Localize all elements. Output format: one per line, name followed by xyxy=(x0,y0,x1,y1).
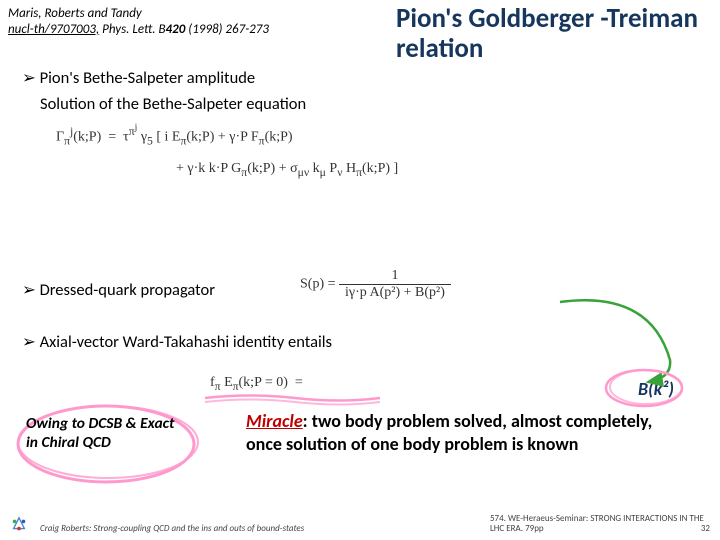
eq1-line1: Γπj(k;P) = τπj γ5 [ i Eπ(k;P) + γ·P Fπ(k… xyxy=(56,122,398,147)
bullet3-text: Axial-vector Ward-Takahashi identity ent… xyxy=(40,332,332,352)
bullet2-text: Dressed-quark propagator xyxy=(40,280,215,300)
owing-callout: Owing to DCSB & Exact in Chiral QCD xyxy=(26,414,178,453)
equation-propagator: S(p) = 1iγ·p A(p²) + B(p²) xyxy=(300,268,451,301)
bullet-bethe-salpeter: ➢ Pion's Bethe-Salpeter amplitude xyxy=(22,68,255,88)
bullet-arrow-icon: ➢ xyxy=(22,333,36,351)
equation-fpi: fπ Eπ(k;P = 0) = xyxy=(210,375,310,393)
green-arrow-icon xyxy=(530,270,710,400)
page-title: Pion's Goldberger -Treiman relation xyxy=(396,4,706,63)
bk2-label: B(k²) xyxy=(638,378,674,400)
equation-gamma-pi: Γπj(k;P) = τπj γ5 [ i Eπ(k;P) + γ·P Fπ(k… xyxy=(56,122,398,179)
miracle-word: Miracle xyxy=(246,410,303,432)
citation-vol: 420 xyxy=(166,22,186,37)
bullet1-text: Pion's Bethe-Salpeter amplitude xyxy=(40,68,256,88)
citation-pages: (1998) 267-273 xyxy=(185,22,269,37)
footer-right: 574. WE-Heraeus-Seminar: STRONG INTERACT… xyxy=(490,514,710,534)
eq1-line2: + γ·k k·P Gπ(k;P) + σμν kμ Pν Hπ(k;P) ] xyxy=(56,161,398,179)
bullet-dressed-quark: ➢ Dressed-quark propagator xyxy=(22,280,215,300)
citation-ref: nucl-th/9707003, Phys. Lett. B420 (1998)… xyxy=(8,22,269,38)
footer-left: Craig Roberts: Strong-coupling QCD and t… xyxy=(40,523,304,534)
citation-authors: Maris, Roberts and Tandy xyxy=(8,6,269,22)
citation-ref-underline: nucl-th/9707003, xyxy=(8,22,99,37)
footer-right-l2: LHC ERA. 79pp xyxy=(490,523,544,534)
bullet-arrow-icon: ➢ xyxy=(22,281,36,299)
bullet-arrow-icon: ➢ xyxy=(22,69,36,87)
miracle-rest: : two body problem solved, almost comple… xyxy=(246,410,652,455)
eq3-underline-scribble-icon xyxy=(200,390,390,410)
page-number: 32 xyxy=(701,524,710,534)
bullet-axial-vector: ➢ Axial-vector Ward-Takahashi identity e… xyxy=(22,332,332,352)
argonne-logo-icon xyxy=(10,516,28,534)
subline-solution: Solution of the Bethe-Salpeter equation xyxy=(40,94,306,114)
citation-ref-rest: Phys. Lett. B xyxy=(99,22,165,37)
citation-block: Maris, Roberts and Tandy nucl-th/9707003… xyxy=(8,6,269,37)
miracle-callout: Miracle: two body problem solved, almost… xyxy=(246,410,686,455)
